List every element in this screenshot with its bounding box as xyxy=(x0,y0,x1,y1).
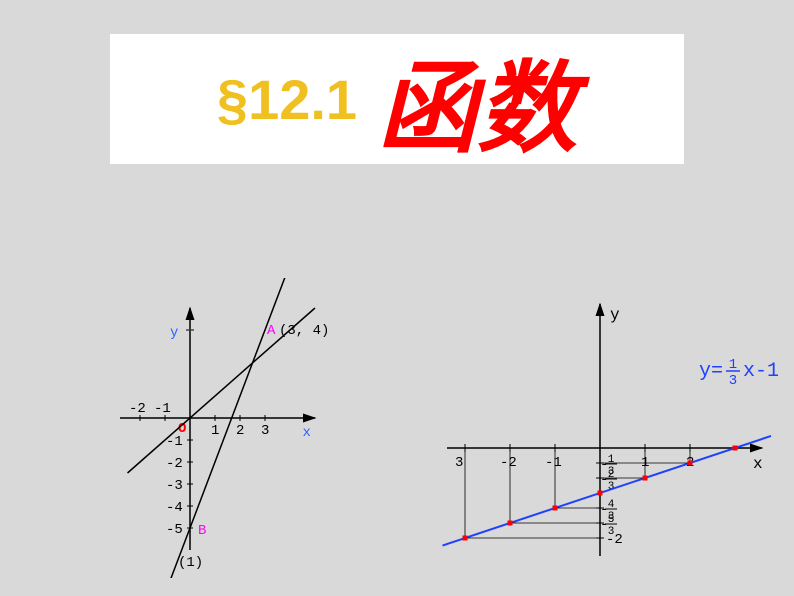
title-box: §12.1 函数 xyxy=(110,34,684,164)
x-tick-label: 3 xyxy=(455,455,463,471)
data-point xyxy=(688,460,693,465)
y-tick-den: 3 xyxy=(608,481,615,493)
data-point xyxy=(643,476,648,481)
point-b-label: B xyxy=(198,523,206,539)
x-tick-label: -2 xyxy=(500,455,517,471)
point-a-label: A xyxy=(267,323,276,339)
point-a-coord: (3, 4) xyxy=(279,323,329,339)
chart-right-svg: yx3-2-112-13-23-43-53-2y=13x-1 xyxy=(400,278,780,578)
title-main: 函数 xyxy=(377,27,577,172)
y-tick-label: -2 xyxy=(606,532,623,548)
y-tick-label: -4 xyxy=(166,500,183,516)
y-axis-label: y xyxy=(610,306,620,324)
chart-right: yx3-2-112-13-23-43-53-2y=13x-1 xyxy=(400,278,780,578)
x-tick-label: 3 xyxy=(261,423,269,439)
x-tick-label: -2 xyxy=(129,401,146,417)
equation-label: y=13x-1 xyxy=(699,357,779,389)
x-tick-label: -1 xyxy=(154,401,171,417)
chart-line xyxy=(170,278,295,578)
x-axis-label: x xyxy=(303,425,311,441)
y-tick-label: -2 xyxy=(166,456,183,472)
svg-text:3: 3 xyxy=(729,373,737,389)
chart-left: -2-1123-1-2-3-4-5OyxA(3, 4)B(1) xyxy=(30,278,360,578)
x-tick-label: 2 xyxy=(236,423,244,439)
data-point xyxy=(553,505,558,510)
data-point xyxy=(733,446,738,451)
data-point xyxy=(463,536,468,541)
svg-text:y=: y= xyxy=(699,360,723,383)
x-tick-label: -1 xyxy=(545,455,562,471)
origin-label: O xyxy=(178,421,186,437)
y-tick-label: -3 xyxy=(166,478,183,494)
x-axis-label: x xyxy=(753,455,763,473)
title-prefix: §12.1 xyxy=(217,67,357,132)
data-point xyxy=(508,521,513,526)
x-tick-label: 1 xyxy=(211,423,219,439)
y-axis-label: y xyxy=(170,325,178,341)
svg-text:x-1: x-1 xyxy=(743,360,779,383)
data-point xyxy=(598,491,603,496)
chart-caption: (1) xyxy=(178,555,203,571)
y-tick-label: -5 xyxy=(166,522,183,538)
chart-left-svg: -2-1123-1-2-3-4-5OyxA(3, 4)B(1) xyxy=(30,278,360,578)
